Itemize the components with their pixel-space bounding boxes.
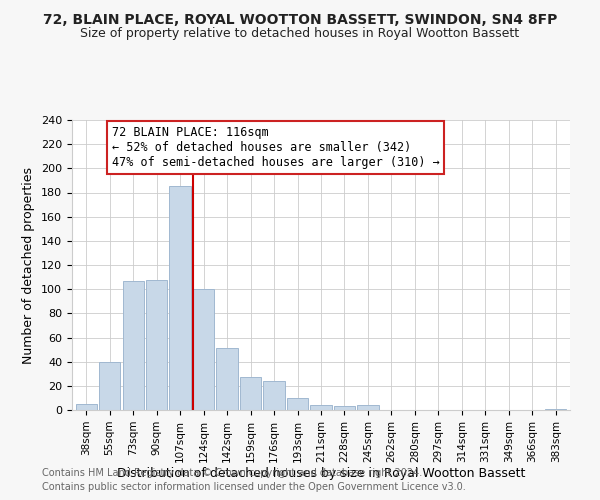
- Bar: [334, 406, 355, 410]
- Text: Contains public sector information licensed under the Open Government Licence v3: Contains public sector information licen…: [42, 482, 466, 492]
- Bar: [545, 409, 566, 410]
- Bar: [146, 280, 167, 410]
- Bar: [287, 398, 308, 410]
- Text: 72 BLAIN PLACE: 116sqm
← 52% of detached houses are smaller (342)
47% of semi-de: 72 BLAIN PLACE: 116sqm ← 52% of detached…: [112, 126, 440, 169]
- Bar: [193, 289, 214, 410]
- Bar: [240, 378, 261, 410]
- Bar: [99, 362, 120, 410]
- Y-axis label: Number of detached properties: Number of detached properties: [22, 166, 35, 364]
- Bar: [263, 381, 284, 410]
- Bar: [217, 348, 238, 410]
- Bar: [122, 280, 143, 410]
- Bar: [310, 405, 332, 410]
- Bar: [358, 405, 379, 410]
- Text: Contains HM Land Registry data © Crown copyright and database right 2024.: Contains HM Land Registry data © Crown c…: [42, 468, 422, 477]
- Text: Size of property relative to detached houses in Royal Wootton Bassett: Size of property relative to detached ho…: [80, 28, 520, 40]
- Bar: [169, 186, 191, 410]
- Bar: [76, 404, 97, 410]
- X-axis label: Distribution of detached houses by size in Royal Wootton Bassett: Distribution of detached houses by size …: [117, 468, 525, 480]
- Text: 72, BLAIN PLACE, ROYAL WOOTTON BASSETT, SWINDON, SN4 8FP: 72, BLAIN PLACE, ROYAL WOOTTON BASSETT, …: [43, 12, 557, 26]
